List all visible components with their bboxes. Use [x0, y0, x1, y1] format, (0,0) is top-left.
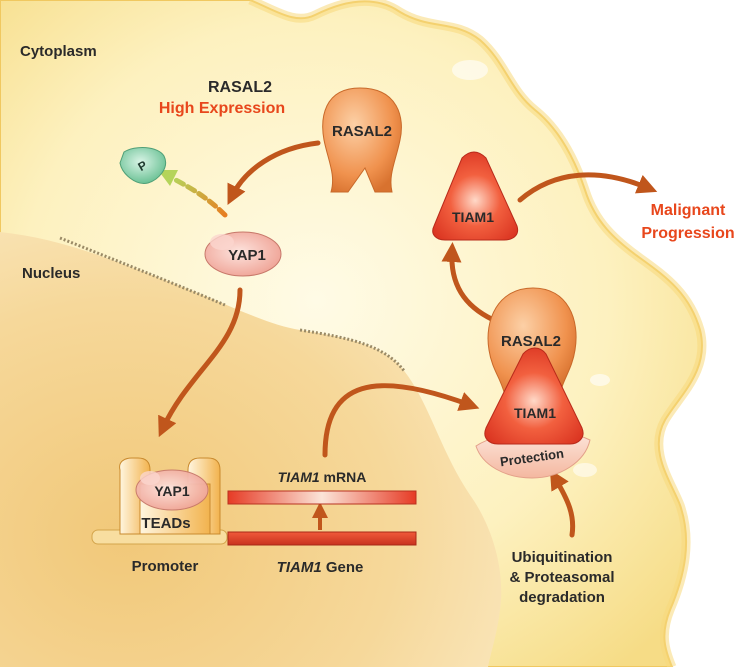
mrna-strand — [227, 490, 417, 505]
ubiquitination-line2: & Proteasomal — [509, 569, 614, 586]
nucleus-region — [0, 232, 502, 667]
nuclear-envelope — [59, 236, 407, 373]
malignant-line1: Malignant — [651, 202, 726, 219]
cell-membrane — [248, 0, 707, 667]
ubiquitination-line3: degradation — [519, 589, 605, 606]
arrow-rasal2-to-yap1 — [227, 140, 321, 205]
highlight-bubble — [590, 374, 610, 386]
arrow-complex-to-tiam1 — [441, 242, 501, 325]
arrow-mrna-to-complex — [322, 383, 480, 458]
teads-label: TEADs — [141, 515, 190, 532]
arrow-ubiquitination-to-protection — [549, 469, 576, 538]
arrow-yap1-phosphorylation — [169, 175, 228, 218]
phosphate-group: P — [119, 147, 166, 184]
yap1-top-label: YAP1 — [228, 247, 266, 264]
rasal2-protein-top: RASAL2 — [322, 87, 402, 193]
rasal2-top-label: RASAL2 — [332, 123, 392, 140]
arrow-yap1-to-teads — [158, 287, 243, 438]
tiam1-protein-complex: TIAM1 — [484, 347, 584, 445]
promoter-label: Promoter — [132, 558, 199, 575]
cytoplasm-label: Cytoplasm — [20, 43, 97, 60]
rasal2-complex-label: RASAL2 — [501, 333, 561, 350]
gene-strand — [227, 531, 417, 546]
highlight-bubble — [452, 60, 488, 80]
yap1-protein-top: YAP1 — [204, 231, 282, 277]
nucleus-label: Nucleus — [22, 265, 80, 282]
teads-complex: YAP1 TEADs — [91, 457, 228, 545]
malignant-line2: Progression — [641, 225, 734, 242]
header-high-expression: High Expression — [159, 100, 285, 117]
tiam1-complex-label: TIAM1 — [514, 405, 556, 421]
header-rasal2: RASAL2 — [208, 79, 272, 96]
tiam1-protein-top: TIAM1 — [432, 151, 519, 241]
arrow-tiam1-to-malignant — [517, 172, 658, 203]
yap1-promoter-label: YAP1 — [154, 483, 190, 499]
highlight-bubble — [573, 463, 597, 477]
mrna-label: TIAM1 mRNA — [278, 469, 367, 485]
arrow-phosphate-head — [158, 170, 178, 186]
tiam1-top-label: TIAM1 — [452, 209, 494, 225]
gene-label: TIAM1 Gene — [277, 559, 364, 576]
ubiquitination-line1: Ubiquitination — [512, 549, 613, 566]
